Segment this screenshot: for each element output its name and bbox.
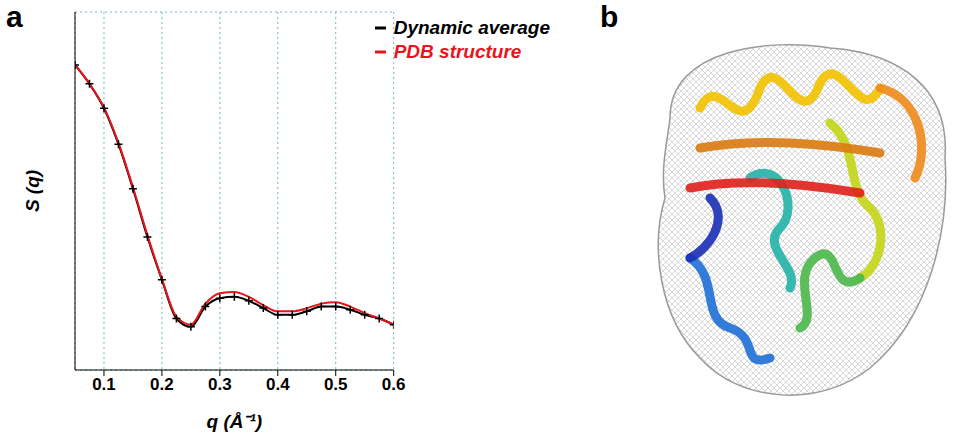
svg-text:S (q): S (q) [22,170,43,212]
html-text:a: a [6,0,23,33]
svg-text:0.5: 0.5 [324,375,348,394]
svg-text:q (Å⁻¹): q (Å⁻¹) [207,411,263,432]
svg-text:0.6: 0.6 [382,375,406,394]
svg-text:0.2: 0.2 [150,375,174,394]
svg-text:0.1: 0.1 [92,375,116,394]
html-text:b: b [600,0,619,33]
html-text:Dynamic average: Dynamic average [393,17,550,38]
svg-text:0.4: 0.4 [266,375,290,394]
svg-text:0.3: 0.3 [208,375,232,394]
html-text:PDB structure: PDB structure [393,41,522,62]
